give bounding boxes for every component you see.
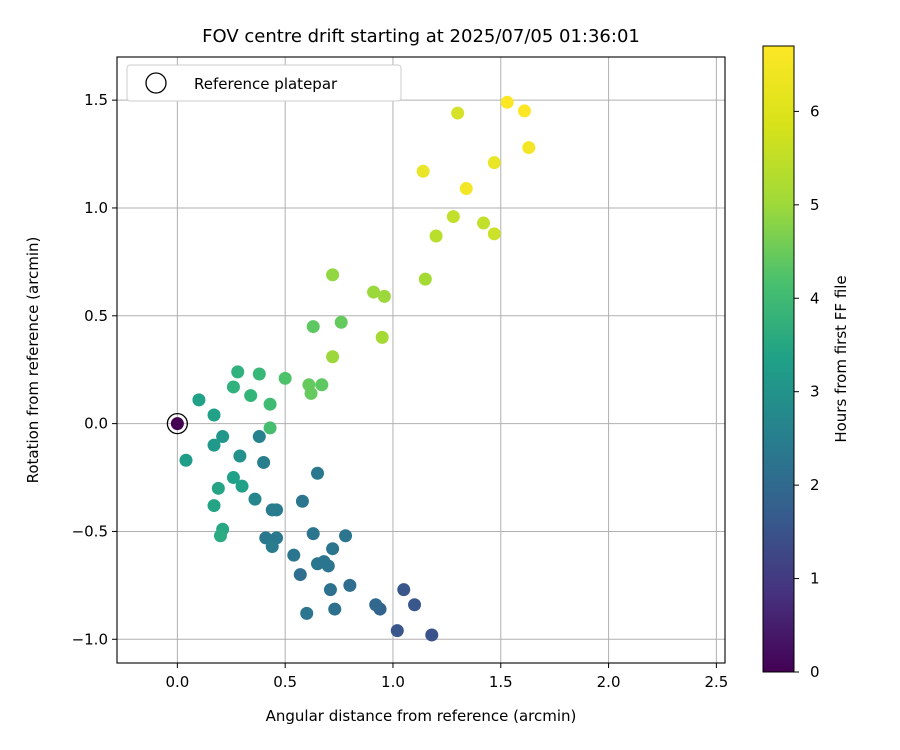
x-tick-label: 0.5	[273, 673, 297, 691]
colorbar-tick-label: 0	[810, 663, 820, 681]
colorbar-gradient	[762, 45, 795, 673]
data-points	[166, 95, 536, 642]
data-point	[252, 367, 266, 381]
colorbar-tick-label: 4	[810, 289, 820, 307]
x-tick-label: 1.0	[381, 673, 405, 691]
data-point	[170, 417, 184, 431]
data-point	[179, 453, 193, 467]
reference-platepar-marker	[166, 412, 189, 435]
chart-title: FOV centre drift starting at 2025/07/05 …	[202, 26, 640, 47]
data-point	[321, 559, 335, 573]
data-point	[315, 378, 329, 392]
data-point	[226, 380, 240, 394]
legend: Reference platepar	[126, 64, 402, 102]
data-point	[207, 438, 221, 452]
data-point	[265, 540, 279, 554]
grid	[117, 57, 725, 663]
data-point	[397, 583, 411, 597]
data-point	[408, 598, 422, 612]
data-point	[446, 210, 460, 224]
data-point	[369, 598, 383, 612]
data-point	[252, 430, 266, 444]
y-tick-label: −1.0	[72, 630, 108, 648]
data-point	[323, 583, 337, 597]
y-tick-label: −0.5	[72, 522, 108, 540]
data-point	[257, 455, 271, 469]
data-point	[429, 229, 443, 243]
data-point	[418, 272, 432, 286]
data-point	[304, 386, 318, 400]
data-point	[207, 408, 221, 422]
data-point	[500, 95, 514, 109]
data-point	[263, 421, 277, 435]
colorbar-ticks: 0 1 2 3 4 5 6	[794, 102, 820, 681]
y-tick-label: 1.5	[84, 91, 108, 109]
colorbar-tick-label: 2	[810, 476, 820, 494]
data-point	[326, 350, 340, 364]
data-point	[248, 492, 262, 506]
data-point	[487, 156, 501, 170]
data-point	[367, 285, 381, 299]
data-point	[375, 330, 389, 344]
data-point	[306, 320, 320, 334]
data-point	[326, 542, 340, 556]
data-point	[207, 499, 221, 513]
plot-frame	[116, 56, 726, 664]
data-point	[216, 430, 230, 444]
data-point	[293, 568, 307, 582]
data-point	[231, 365, 245, 379]
data-point	[334, 315, 348, 329]
x-tick-label: 2.0	[597, 673, 621, 691]
x-tick-label: 0.0	[165, 673, 189, 691]
data-point	[192, 393, 206, 407]
data-point	[328, 602, 342, 616]
data-point	[425, 628, 439, 642]
y-axis-ticks: −1.0 −0.5 0.0 0.5 1.0 1.5	[72, 91, 117, 648]
data-point	[377, 289, 391, 303]
legend-marker	[145, 72, 167, 94]
x-tick-label: 2.5	[704, 673, 728, 691]
x-axis-ticks: 0.0 0.5 1.0 1.5 2.0 2.5	[165, 663, 728, 691]
data-point	[263, 397, 277, 411]
data-point	[326, 268, 340, 282]
data-point	[211, 481, 225, 495]
y-axis-label: Rotation from reference (arcmin)	[24, 237, 42, 484]
data-point	[226, 471, 240, 485]
data-point	[522, 141, 536, 155]
colorbar-tick-label: 6	[810, 102, 820, 120]
data-point	[416, 164, 430, 178]
data-point	[343, 578, 357, 592]
data-point	[235, 479, 249, 493]
data-point	[459, 182, 473, 196]
data-point	[295, 494, 309, 508]
data-point	[233, 449, 247, 463]
data-point	[270, 503, 284, 517]
data-point	[390, 624, 404, 638]
x-tick-label: 1.5	[489, 673, 513, 691]
x-axis-label: Angular distance from reference (arcmin)	[266, 707, 577, 725]
colorbar-tick-label: 5	[810, 196, 820, 214]
data-point	[287, 548, 301, 562]
data-point	[477, 216, 491, 230]
y-tick-label: 0.5	[84, 307, 108, 325]
data-point	[339, 529, 353, 543]
legend-box	[126, 64, 402, 102]
data-point	[244, 389, 258, 403]
data-point	[311, 466, 325, 480]
legend-label-reference: Reference platepar	[194, 75, 338, 93]
data-point	[306, 527, 320, 541]
data-point	[487, 227, 501, 241]
y-tick-label: 0.0	[84, 415, 108, 433]
data-point	[300, 606, 314, 620]
colorbar-tick-label: 1	[810, 570, 820, 588]
data-point	[451, 106, 465, 120]
colorbar-label: Hours from first FF file	[832, 275, 850, 442]
colorbar-tick-label: 3	[810, 383, 820, 401]
colorbar: 0 1 2 3 4 5 6 Hours from first FF file	[762, 45, 850, 681]
y-tick-label: 1.0	[84, 199, 108, 217]
data-point	[213, 529, 227, 543]
data-point	[278, 371, 292, 385]
data-point	[517, 104, 531, 118]
